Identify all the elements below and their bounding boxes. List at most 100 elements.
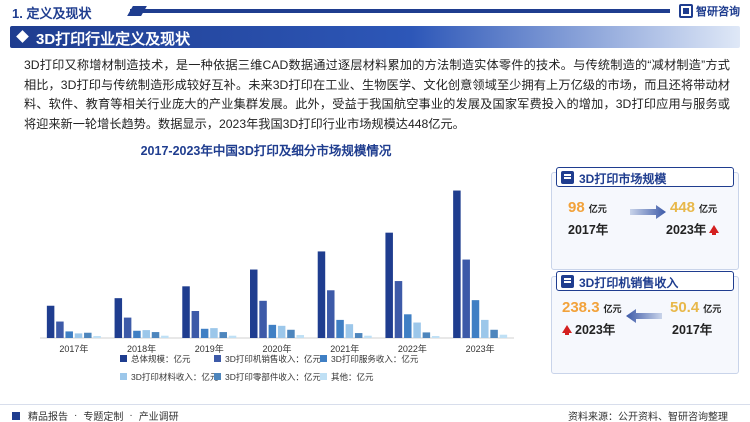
bar <box>65 331 73 338</box>
bar <box>268 324 277 338</box>
market-to-year-group: 2023年 <box>666 219 720 238</box>
up-arrow-icon <box>562 325 572 335</box>
bar <box>336 319 344 338</box>
bar <box>471 300 480 338</box>
bar <box>219 332 227 338</box>
printer-sales-panel-header: 3D打印机销售收入 <box>556 271 734 291</box>
bar <box>46 305 55 338</box>
bar <box>191 311 200 338</box>
up-arrow-icon <box>709 225 720 235</box>
footer-item[interactable]: 专题定制 <box>83 412 124 422</box>
legend-swatch <box>120 355 127 362</box>
bar <box>210 328 218 338</box>
legend-label: 3D打印零部件收入：亿元 <box>225 372 321 382</box>
bar <box>228 335 237 338</box>
legend-swatch <box>320 355 327 362</box>
header-divider <box>130 9 670 13</box>
market-from-year: 2017年 <box>568 223 609 237</box>
bar <box>259 300 267 338</box>
bar <box>453 190 461 338</box>
bar <box>123 317 132 338</box>
bar <box>490 329 498 338</box>
sales-left-value-group: 238.3 亿元 <box>562 299 622 316</box>
sales-right-unit: 亿元 <box>703 304 722 314</box>
chart-icon <box>561 275 574 288</box>
bar <box>277 325 286 338</box>
bar <box>481 319 489 338</box>
arrow-left-icon <box>626 309 662 323</box>
bar <box>93 336 101 338</box>
bar <box>431 336 440 338</box>
square-icon <box>12 411 20 420</box>
printer-sales-panel-title: 3D打印机销售收入 <box>579 276 679 290</box>
sales-left-value: 238.3 <box>562 299 600 316</box>
x-tick-label: 2019年 <box>195 343 224 354</box>
market-to-year: 2023年 <box>666 223 707 237</box>
bar <box>385 232 393 338</box>
sales-left-unit: 亿元 <box>603 304 622 314</box>
bar <box>114 298 123 338</box>
bar <box>133 330 141 338</box>
bar <box>182 286 190 338</box>
sales-left-year-group: 2023年 <box>562 319 615 338</box>
footer-sep: · <box>129 410 133 421</box>
bar <box>317 251 326 338</box>
legend-swatch <box>214 373 221 380</box>
sales-right-year: 2017年 <box>672 323 713 337</box>
sales-right-value: 50.4 <box>670 299 700 316</box>
market-from-unit: 亿元 <box>588 204 607 214</box>
bar <box>287 329 295 338</box>
brand-logo: 智研咨询 <box>679 3 740 19</box>
footer: 精品报告 · 专题定制 · 产业调研 资料来源：公开资料、智研咨询整理 <box>0 404 750 422</box>
bar <box>345 324 354 338</box>
bar <box>499 334 508 338</box>
market-from-value: 98 <box>568 199 585 216</box>
bar <box>327 290 335 338</box>
market-to-value-group: 448 亿元 <box>670 199 717 216</box>
bar <box>142 330 150 338</box>
x-tick-label: 2023年 <box>466 343 495 354</box>
bar <box>74 333 83 338</box>
bar <box>200 328 209 338</box>
legend-label: 3D打印材料收入：亿元 <box>131 372 219 382</box>
legend-label: 3D打印机销售收入：亿元 <box>225 354 321 364</box>
logo-icon <box>679 4 693 18</box>
chart-icon <box>561 171 574 184</box>
bar <box>413 322 421 338</box>
footer-item[interactable]: 产业调研 <box>138 412 179 422</box>
bar <box>404 314 412 338</box>
market-from-value-group: 98 亿元 <box>568 199 607 216</box>
bar <box>422 332 431 338</box>
x-tick-label: 2021年 <box>330 343 359 354</box>
legend-label: 其他：亿元 <box>331 372 374 382</box>
legend-swatch <box>120 373 127 380</box>
chart-title: 2017-2023年中国3D打印及细分市场规模情况 <box>140 144 392 158</box>
printer-sales-panel: 3D打印机销售收入 238.3 亿元 2023年 50.4 亿元 2017年 <box>551 271 739 374</box>
bar <box>161 335 169 338</box>
bar-chart: 2017年 2018年 2019年 2020年 2021年 2022年 2023年总体规模：… <box>40 190 514 382</box>
source-note: 资料来源：公开资料、智研咨询整理 <box>568 412 728 422</box>
intro-paragraph: 3D打印又称增材制造技术，是一种依据三维CAD数据通过逐层材料累加的方法制造实体… <box>24 58 730 131</box>
footer-item[interactable]: 精品报告 <box>28 412 68 422</box>
arrow-right-icon <box>630 205 666 219</box>
bar <box>151 332 160 338</box>
top-bar: 1. 定义及现状 智研咨询 <box>0 0 750 22</box>
x-tick-label: 2018年 <box>127 343 156 354</box>
sales-right-value-group: 50.4 亿元 <box>670 299 721 316</box>
bar <box>394 281 403 338</box>
bar <box>250 269 258 338</box>
diamond-icon <box>16 30 29 43</box>
market-size-panel: 3D打印市场规模 98 亿元 2017年 448 亿元 2023年 <box>551 167 739 270</box>
bar <box>296 335 304 338</box>
x-tick-label: 2017年 <box>59 343 88 354</box>
bar <box>84 332 92 338</box>
footer-links: 精品报告 · 专题定制 · 产业调研 <box>12 408 179 422</box>
page-title-bar: 3D打印行业定义及现状 <box>10 26 740 48</box>
legend-swatch <box>320 373 327 380</box>
page-title: 3D打印行业定义及现状 <box>36 31 191 48</box>
section-title: 1. 定义及现状 <box>12 6 92 21</box>
market-to-unit: 亿元 <box>699 204 718 214</box>
x-tick-label: 2020年 <box>262 343 291 354</box>
bar <box>364 335 372 338</box>
footer-sep: · <box>74 410 78 421</box>
